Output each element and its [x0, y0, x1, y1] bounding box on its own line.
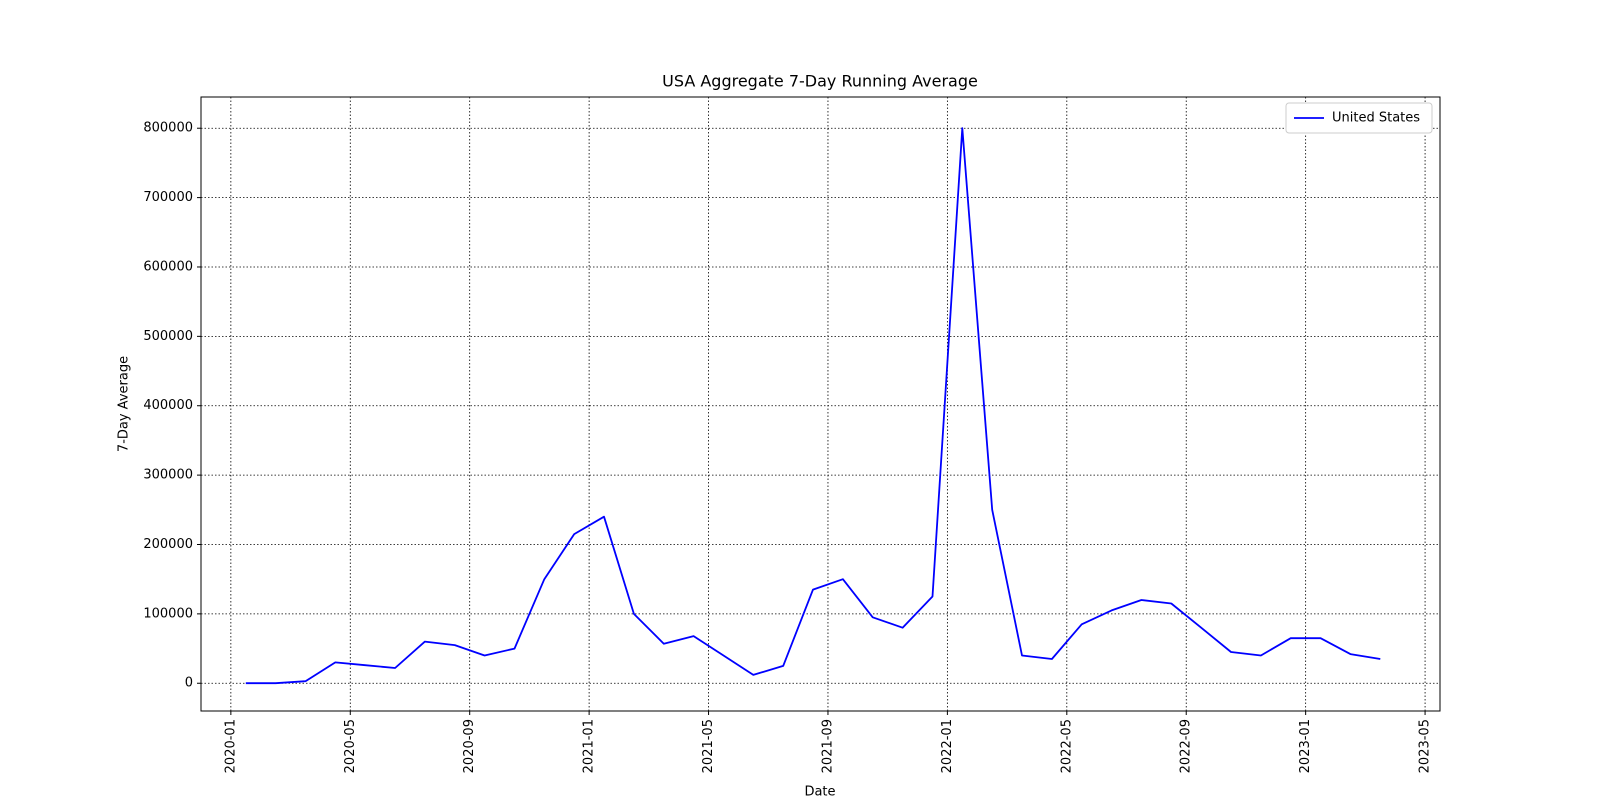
y-tick-label: 300000	[143, 468, 193, 483]
x-tick-label: 2022-01	[940, 719, 955, 773]
y-axis-label: 7-Day Average	[117, 356, 132, 452]
x-tick-label: 2023-01	[1298, 719, 1313, 773]
x-tick-label: 2021-05	[701, 719, 716, 773]
x-tick-label: 2020-09	[462, 719, 477, 773]
plot-frame	[200, 96, 1441, 712]
x-tick-label: 2020-01	[223, 719, 238, 773]
y-tick-label: 400000	[143, 398, 193, 413]
chart-title: USA Aggregate 7-Day Running Average	[662, 72, 978, 91]
y-tick-label: 800000	[143, 121, 193, 136]
x-tick-label: 2020-05	[343, 719, 358, 773]
x-axis-label: Date	[804, 785, 835, 800]
x-tick-label: 2021-09	[820, 719, 835, 773]
y-tick-label: 700000	[143, 190, 193, 205]
y-tick-label: 500000	[143, 329, 193, 344]
legend-box	[1285, 102, 1433, 134]
x-tick-label: 2022-05	[1059, 719, 1074, 773]
x-tick-label: 2021-01	[582, 719, 597, 773]
y-tick-label: 600000	[143, 259, 193, 274]
y-tick-label: 200000	[143, 537, 193, 552]
data-line	[245, 127, 1381, 685]
x-tick-label: 2022-09	[1179, 719, 1194, 773]
y-tick-label: 0	[185, 676, 193, 691]
x-tick-label: 2023-05	[1418, 719, 1433, 773]
legend-label: United States	[1332, 111, 1420, 126]
y-tick-label: 100000	[143, 606, 193, 621]
